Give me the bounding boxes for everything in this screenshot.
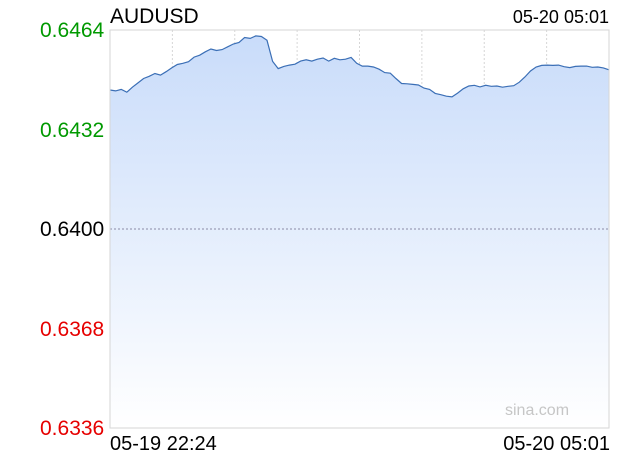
watermark: sina.com (505, 402, 570, 419)
title: AUDUSD (110, 5, 199, 28)
y-tick-label: 0.6368 (40, 317, 105, 341)
y-tick-label: 0.6464 (40, 19, 105, 42)
x-label-end: 05-20 05:01 (503, 433, 610, 455)
timestamp: 05-20 05:01 (512, 7, 609, 27)
x-label-start: 05-19 22:24 (110, 433, 217, 455)
y-tick-label: 0.6336 (40, 417, 105, 440)
y-tick-label: 0.6432 (40, 118, 105, 142)
y-tick-label: 0.6400 (40, 218, 105, 241)
plot-frame (109, 29, 610, 429)
price-line (109, 35, 610, 98)
price-area-fill (110, 35, 609, 429)
